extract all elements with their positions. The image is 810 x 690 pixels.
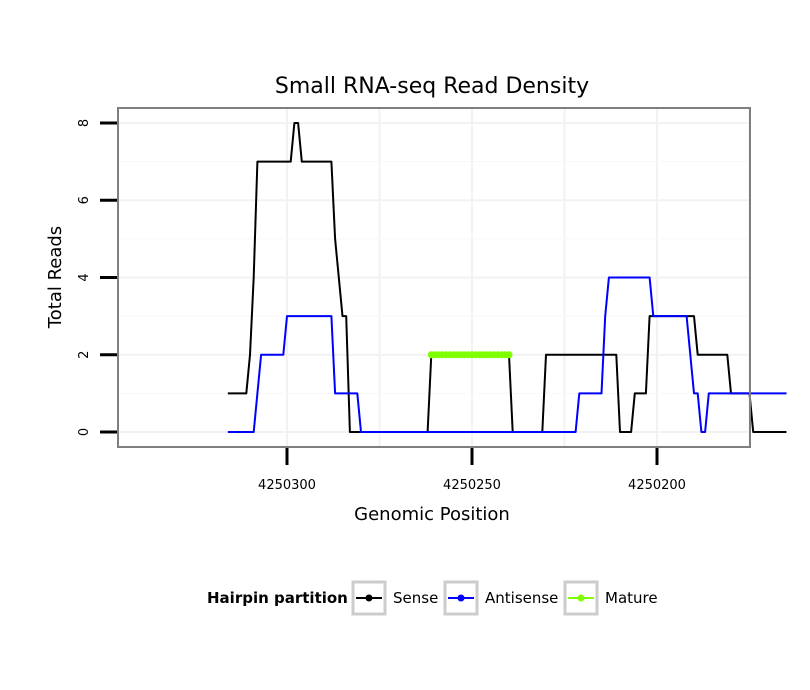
legend: Hairpin partition Sense Antisense Mature <box>207 580 658 616</box>
mature-point <box>505 351 513 359</box>
x-tick-label: 4250250 <box>443 478 501 493</box>
chart-title: Small RNA-seq Read Density <box>275 74 589 99</box>
legend-label-antisense: Antisense <box>485 589 558 607</box>
x-tick-label: 4250200 <box>628 478 686 493</box>
series-layer <box>227 122 787 433</box>
plot-panel-border <box>117 107 751 448</box>
legend-key-point <box>457 594 465 602</box>
legend-key-point <box>365 594 373 602</box>
series-line-antisense <box>227 276 787 433</box>
x-axis: 4250300 4250250 4250200 <box>258 448 686 493</box>
y-tick-label: 4 <box>77 273 92 281</box>
legend-title: Hairpin partition <box>207 589 348 607</box>
grid <box>118 108 751 447</box>
x-axis-title: Genomic Position <box>354 504 510 525</box>
y-axis: 0 2 4 6 8 <box>77 119 117 436</box>
legend-label-mature: Mature <box>605 589 658 607</box>
y-axis-title: Total Reads <box>45 226 66 329</box>
y-tick-label: 8 <box>77 119 92 127</box>
legend-key-point <box>577 594 585 602</box>
y-tick-label: 2 <box>77 351 92 359</box>
y-tick-label: 0 <box>77 428 92 436</box>
y-tick-label: 6 <box>77 196 92 204</box>
x-tick-label: 4250300 <box>258 478 316 493</box>
legend-label-sense: Sense <box>393 589 438 607</box>
